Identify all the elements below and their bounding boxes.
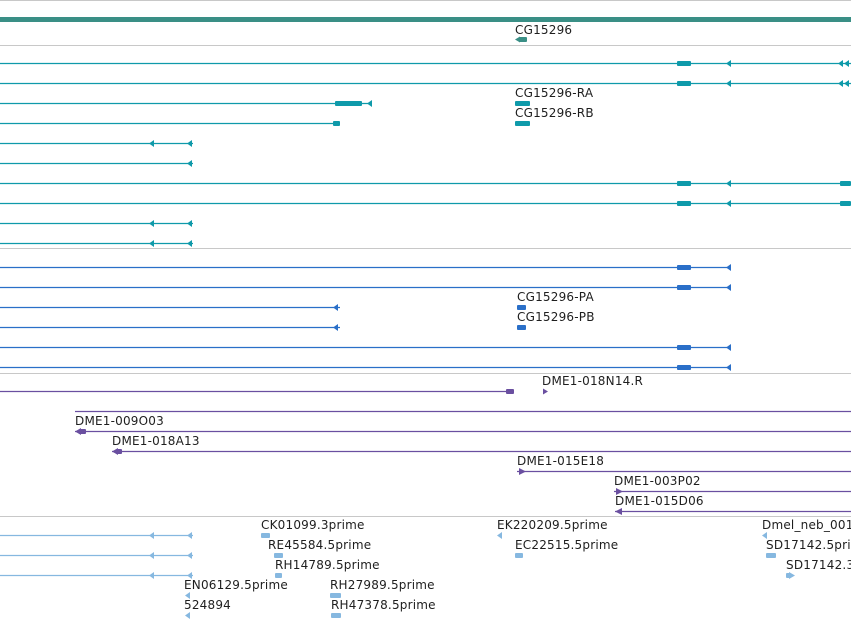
transcript-arrow[interactable] [149, 220, 154, 227]
protein-arrow[interactable] [333, 304, 338, 311]
transcript-arrow[interactable] [726, 200, 731, 207]
est-label-en06129-5prime[interactable]: EN06129.5prime [184, 578, 288, 592]
transcript-exon[interactable] [677, 201, 691, 206]
est-arrow[interactable] [185, 592, 190, 599]
est-label-rh47378-5prime[interactable]: RH47378.5prime [331, 598, 436, 612]
est-label-rh14789-5prime[interactable]: RH14789.5prime [275, 558, 380, 572]
est-arrow[interactable] [187, 572, 192, 579]
transcript-exon[interactable] [677, 61, 691, 66]
transcript-exon[interactable] [677, 81, 691, 86]
track-divider-transcript [0, 248, 851, 249]
est-arrow[interactable] [149, 532, 154, 539]
est-arrow[interactable] [187, 552, 192, 559]
transcript-arrow[interactable] [187, 140, 192, 147]
transcript-arrow[interactable] [149, 140, 154, 147]
track-divider-protein [0, 373, 851, 374]
protein-exon[interactable] [677, 345, 691, 350]
est-label-ek220209-5prime[interactable]: EK220209.5prime [497, 518, 608, 532]
clone-arrow[interactable] [519, 468, 526, 475]
clone-label-dme1-015e18[interactable]: DME1-015E18 [517, 454, 605, 468]
est-block[interactable] [261, 533, 270, 538]
protein-exon[interactable] [677, 265, 691, 270]
est-arrow[interactable] [149, 552, 154, 559]
clone-label-dme1-018n14-r[interactable]: DME1-018N14.R [542, 374, 644, 388]
protein-exon[interactable] [677, 365, 691, 370]
gene-label-cg15296[interactable]: CG15296 [515, 23, 573, 37]
est-block[interactable] [331, 613, 341, 618]
est-arrow[interactable] [789, 572, 795, 579]
track-divider-clone [0, 516, 851, 517]
est-arrow[interactable] [149, 572, 154, 579]
gene-glyph-arrow[interactable] [515, 36, 520, 43]
transcript-arrow[interactable] [844, 80, 849, 87]
transcript-arrow[interactable] [149, 240, 154, 247]
protein-exon[interactable] [677, 285, 691, 290]
protein-arrow[interactable] [333, 324, 338, 331]
clone-label-dme1-009o03[interactable]: DME1-009O03 [75, 414, 164, 428]
track-divider-top [0, 0, 851, 1]
est-block[interactable] [274, 553, 283, 558]
transcript-arrow[interactable] [187, 220, 192, 227]
transcript-arrow[interactable] [838, 80, 843, 87]
transcript-exon[interactable] [335, 101, 362, 106]
est-label-re45584-5prime[interactable]: RE45584.5prime [268, 538, 372, 552]
est-arrow[interactable] [762, 532, 767, 539]
transcript-arrow[interactable] [726, 80, 731, 87]
protein-label-pb[interactable]: CG15296-PB [517, 310, 595, 324]
est-label-ck01099-3prime[interactable]: CK01099.3prime [261, 518, 365, 532]
est-block[interactable] [515, 553, 523, 558]
protein-arrow[interactable] [726, 364, 731, 371]
transcript-arrow[interactable] [187, 240, 192, 247]
est-arrow[interactable] [185, 612, 190, 619]
track-divider-gene [0, 45, 851, 46]
est-label-sd17142-3[interactable]: SD17142.3 [786, 558, 851, 572]
clone-end[interactable] [79, 429, 86, 434]
transcript-rb-glyph[interactable] [515, 121, 530, 126]
transcript-label-rb[interactable]: CG15296-RB [515, 106, 594, 120]
transcript-exon[interactable] [677, 181, 691, 186]
transcript-arrow[interactable] [726, 180, 731, 187]
transcript-arrow[interactable] [187, 160, 192, 167]
est-block[interactable] [786, 573, 790, 578]
protein-label-pa[interactable]: CG15296-PA [517, 290, 594, 304]
est-label-dmel-neb-001[interactable]: Dmel_neb_001 [762, 518, 851, 532]
transcript-arrow[interactable] [367, 100, 372, 107]
clone-end[interactable] [116, 449, 122, 454]
est-arrow[interactable] [187, 532, 192, 539]
est-arrow[interactable] [497, 532, 502, 539]
est-block[interactable] [275, 573, 282, 578]
protein-pb-glyph[interactable] [517, 325, 526, 330]
clone-arrow[interactable] [543, 388, 548, 395]
clone-label-dme1-015d06[interactable]: DME1-015D06 [615, 494, 704, 508]
transcript-arrow[interactable] [726, 60, 731, 67]
transcript-ra-glyph[interactable] [515, 101, 530, 106]
est-block[interactable] [766, 553, 776, 558]
protein-arrow[interactable] [726, 264, 731, 271]
gene-glyph-block[interactable] [519, 37, 527, 42]
protein-arrow[interactable] [726, 344, 731, 351]
est-label-524894[interactable]: 524894 [184, 598, 232, 612]
clone-arrow[interactable] [615, 508, 622, 515]
protein-pa-glyph[interactable] [517, 305, 526, 310]
transcript-exon[interactable] [840, 201, 851, 206]
gene-span-bar[interactable] [0, 17, 851, 22]
transcript-exon[interactable] [840, 181, 851, 186]
transcript-arrow[interactable] [838, 60, 843, 67]
est-label-rh27989-5prime[interactable]: RH27989.5prime [330, 578, 435, 592]
protein-arrow[interactable] [726, 284, 731, 291]
clone-label-dme1-003p02[interactable]: DME1-003P02 [614, 474, 701, 488]
clone-end[interactable] [506, 389, 514, 394]
transcript-label-ra[interactable]: CG15296-RA [515, 86, 594, 100]
clone-label-dme1-018a13[interactable]: DME1-018A13 [112, 434, 200, 448]
transcript-arrow[interactable] [844, 60, 849, 67]
est-block[interactable] [330, 593, 341, 598]
est-label-sd17142-5pri[interactable]: SD17142.5pri [766, 538, 851, 552]
transcript-exon[interactable] [333, 121, 340, 126]
est-label-ec22515-5prime[interactable]: EC22515.5prime [515, 538, 619, 552]
clone-arrow[interactable] [616, 488, 623, 495]
